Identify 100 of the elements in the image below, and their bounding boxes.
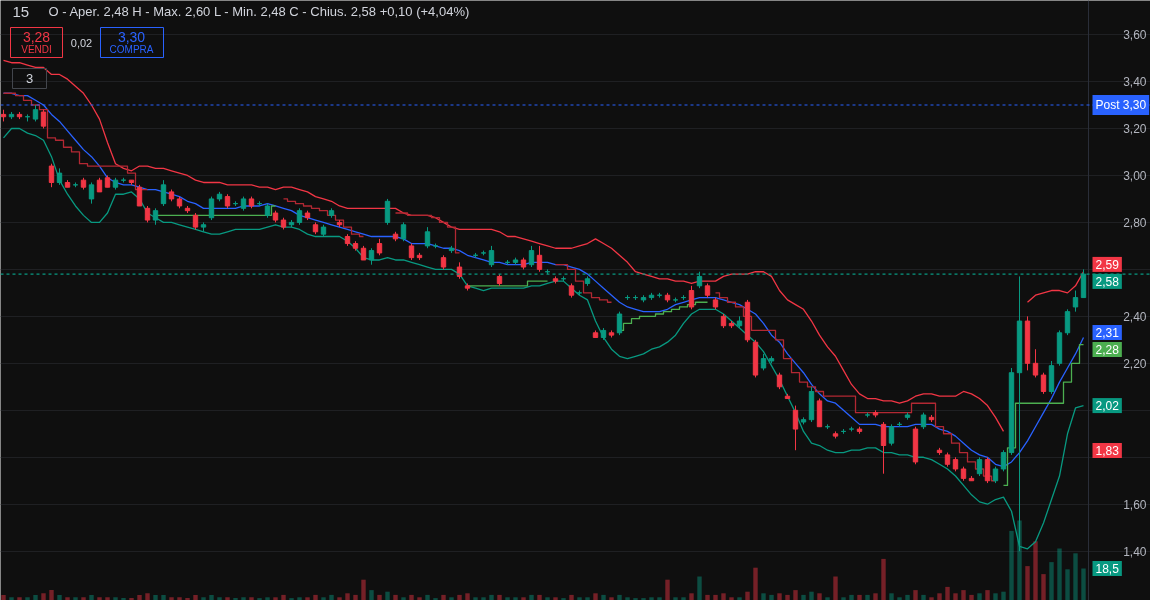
bar — [1049, 562, 1054, 600]
y-tick-label: 3,40 — [1123, 75, 1147, 90]
bar — [761, 593, 766, 600]
candlestick — [40, 109, 47, 129]
bar — [1081, 568, 1086, 600]
bar — [225, 597, 230, 600]
bar — [713, 594, 718, 600]
bar — [97, 597, 102, 600]
candlestick — [528, 245, 535, 268]
bar — [305, 597, 310, 600]
bar — [585, 597, 590, 600]
bar — [681, 597, 686, 600]
bar — [809, 591, 814, 600]
bar — [465, 593, 470, 600]
bar — [905, 594, 910, 600]
candlestick — [1032, 348, 1039, 378]
bar — [193, 594, 198, 600]
chart-subtitle: O - Aper. 2,48 H - Max. 2,60 L - Min. 2,48 C - Chius. 2,58 +0,10 (+4,04%) — [48, 4, 470, 19]
bar — [673, 597, 678, 600]
bar — [849, 594, 854, 600]
bar — [577, 597, 582, 600]
bar — [545, 597, 550, 600]
bar — [33, 594, 38, 600]
bar — [1009, 530, 1014, 600]
bar — [353, 594, 358, 600]
bar — [105, 597, 110, 600]
bar — [937, 593, 942, 600]
chart-title: 15 — [12, 2, 30, 20]
y-tick-label: 2,80 — [1123, 215, 1147, 230]
bar — [953, 593, 958, 600]
y-tick-label: 1,40 — [1123, 544, 1147, 559]
bar — [17, 597, 22, 600]
bar — [889, 593, 894, 600]
candlestick — [136, 184, 143, 207]
candlestick — [424, 226, 431, 249]
bar — [1, 594, 6, 600]
y-tick-label: 3,00 — [1123, 168, 1147, 183]
bar — [209, 594, 214, 600]
bar — [145, 593, 150, 600]
bar — [569, 594, 574, 600]
bar — [1041, 574, 1046, 600]
bar — [593, 593, 598, 600]
bar — [369, 590, 374, 600]
line-series — [2, 127, 1085, 550]
candlestick — [888, 423, 895, 447]
candlestick — [88, 182, 95, 205]
bar — [793, 590, 798, 600]
bar — [385, 591, 390, 600]
annotation: VENDI — [21, 44, 52, 55]
data-label: 2,28 — [1095, 343, 1120, 358]
bar — [817, 593, 822, 600]
bar — [1057, 548, 1062, 600]
bar — [993, 593, 998, 600]
bar — [377, 594, 382, 600]
bar — [449, 597, 454, 600]
bar — [777, 593, 782, 600]
annotation: 0,02 — [70, 36, 93, 49]
candlestick — [384, 198, 391, 226]
bar — [537, 594, 542, 600]
bar — [657, 597, 662, 600]
bar — [281, 594, 286, 600]
bar — [153, 594, 158, 600]
data-label: 2,59 — [1095, 257, 1120, 272]
bar — [753, 567, 758, 600]
bar — [417, 597, 422, 600]
bar — [1017, 520, 1022, 600]
bar — [625, 597, 630, 600]
bar — [745, 591, 750, 600]
bar — [769, 594, 774, 600]
bar — [513, 597, 518, 600]
candlestick — [616, 311, 623, 336]
bar — [265, 597, 270, 600]
bar — [241, 597, 246, 600]
y-tick-label: 2,40 — [1123, 309, 1147, 324]
bar — [497, 594, 502, 600]
bar — [665, 579, 670, 600]
bar — [881, 558, 886, 600]
candlestick — [536, 245, 543, 273]
bar — [409, 594, 414, 600]
bar — [825, 597, 830, 600]
bar — [737, 597, 742, 600]
bar — [169, 597, 174, 600]
candlestick — [48, 163, 55, 188]
bar — [249, 597, 254, 600]
bar — [873, 593, 878, 600]
bar — [137, 594, 142, 600]
bar — [929, 597, 934, 600]
y-tick-label: 1,60 — [1123, 497, 1147, 512]
bar — [945, 586, 950, 600]
candlestick — [688, 285, 695, 310]
bar — [481, 597, 486, 600]
candlestick — [1072, 290, 1079, 313]
bar — [9, 597, 14, 600]
candlestick — [984, 456, 991, 484]
bar — [553, 597, 558, 600]
bar — [273, 597, 278, 600]
bar — [1065, 569, 1070, 600]
bar — [361, 579, 366, 600]
candlestick — [792, 405, 799, 451]
bar — [897, 597, 902, 600]
